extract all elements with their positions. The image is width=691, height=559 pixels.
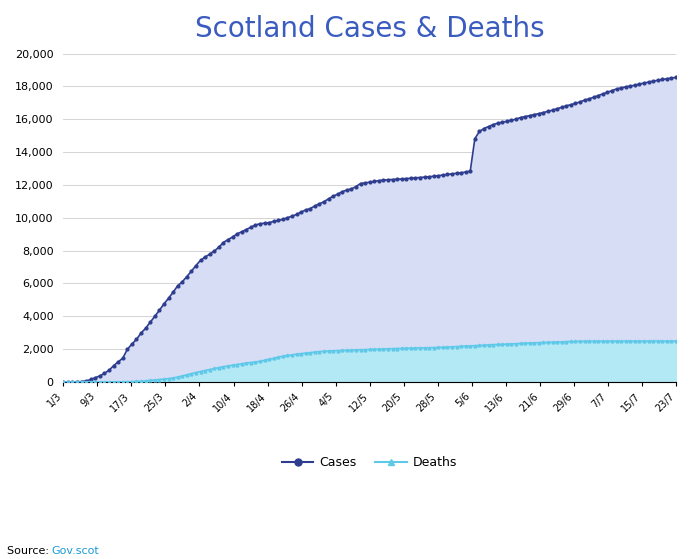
- Legend: Cases, Deaths: Cases, Deaths: [277, 451, 462, 474]
- Text: Source:: Source:: [7, 546, 53, 556]
- Title: Scotland Cases & Deaths: Scotland Cases & Deaths: [195, 15, 545, 43]
- Text: Gov.scot: Gov.scot: [52, 546, 100, 556]
